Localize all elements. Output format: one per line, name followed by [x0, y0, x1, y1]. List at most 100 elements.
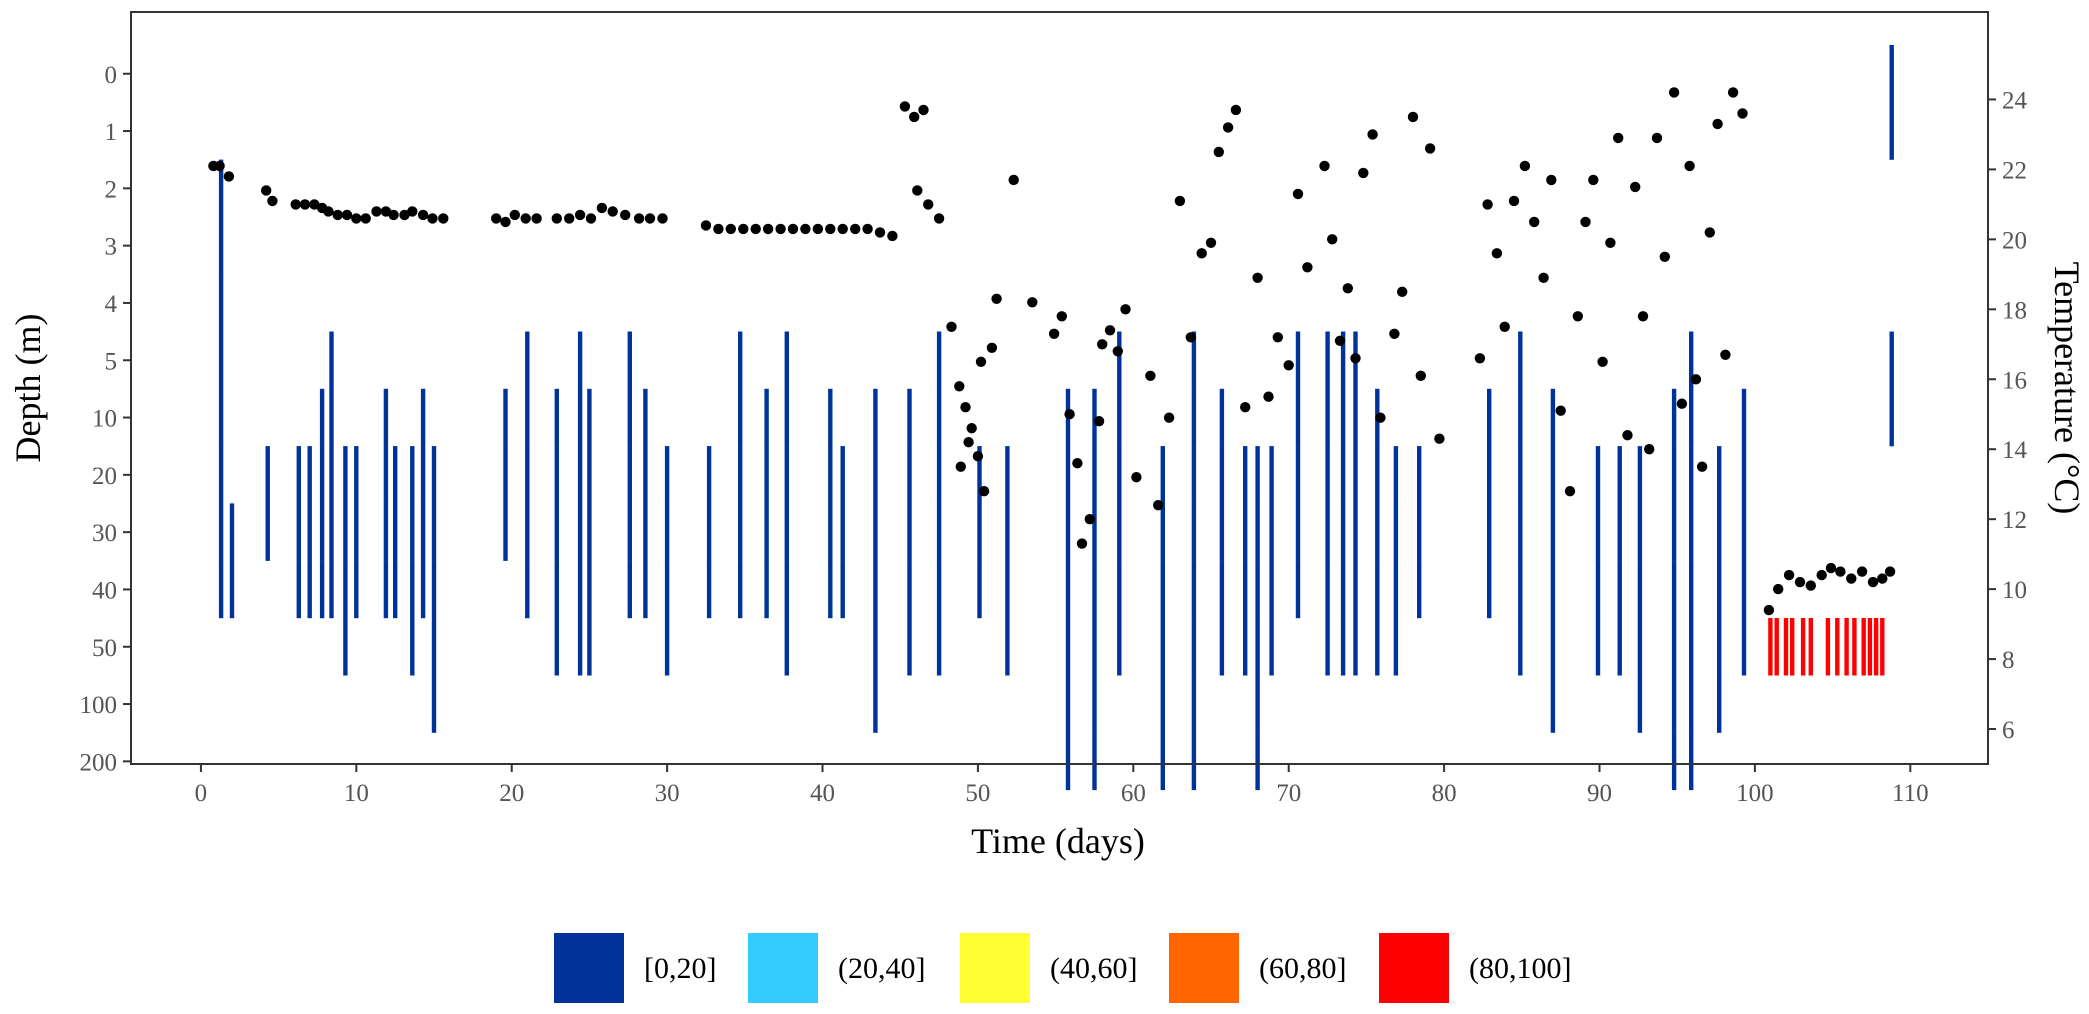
tile: [307, 560, 312, 619]
tile: [1295, 503, 1301, 561]
tile: [738, 388, 743, 447]
tile: [643, 560, 648, 619]
temperature-point: [1283, 360, 1294, 371]
tile: [1518, 503, 1523, 561]
y-axis-title: Depth (m): [8, 314, 48, 463]
tile: [410, 503, 415, 561]
temperature-point: [1877, 573, 1888, 584]
tile: [420, 446, 426, 504]
tile-red: [1867, 618, 1873, 676]
tile: [343, 446, 348, 504]
tile: [503, 446, 508, 504]
tile-red: [1808, 618, 1813, 676]
y-tick-label: 3: [105, 234, 118, 261]
temperature-point: [954, 381, 965, 392]
tile: [1065, 675, 1071, 733]
temperature-point: [972, 451, 984, 462]
tile: [218, 274, 224, 332]
tile: [1340, 388, 1346, 447]
temperature-point: [1084, 514, 1096, 525]
temperature-point: [1350, 353, 1361, 364]
tile: [1117, 503, 1122, 561]
temperature-point: [1546, 174, 1557, 186]
y2-tick-label: 18: [2002, 297, 2027, 324]
tile: [218, 216, 224, 275]
temperature-point: [787, 223, 799, 235]
y2-tick-label: 8: [2002, 647, 2015, 674]
temperature-point: [223, 171, 235, 182]
tile: [1325, 503, 1330, 561]
temperature-point: [1884, 566, 1896, 577]
tile: [383, 560, 389, 619]
temperature-point: [738, 223, 749, 235]
tile: [420, 503, 426, 561]
temperature-point: [1112, 346, 1124, 357]
temperature-point: [909, 111, 920, 123]
temperature-point: [1213, 146, 1225, 158]
tile: [706, 446, 712, 504]
legend-swatch: [554, 933, 624, 1003]
tile: [410, 446, 415, 504]
y-tick-label: 10: [92, 406, 117, 433]
y-tick-label: 4: [105, 291, 118, 318]
tile: [503, 503, 508, 561]
tile: [936, 446, 942, 504]
temperature-point: [1825, 562, 1837, 574]
tile: [1255, 732, 1260, 791]
temperature-point: [1727, 87, 1739, 98]
temperature-point: [214, 160, 225, 172]
temperature-point: [1407, 111, 1419, 123]
temperature-point: [800, 223, 811, 235]
tile: [307, 446, 312, 504]
tile: [1160, 732, 1165, 791]
tile: [1671, 560, 1677, 619]
tile: [1487, 560, 1492, 619]
temperature-point: [825, 223, 836, 235]
temperature-point: [837, 223, 848, 235]
tile: [587, 618, 592, 676]
tile: [1269, 446, 1274, 504]
tile: [784, 331, 789, 389]
tile: [1065, 618, 1071, 676]
tile: [1637, 560, 1643, 619]
tile: [1065, 503, 1071, 561]
tile: [1518, 560, 1523, 619]
temperature-point: [775, 223, 786, 235]
tile: [1689, 446, 1694, 504]
tile: [643, 446, 648, 504]
temperature-point: [1375, 412, 1386, 423]
temperature-point: [887, 230, 898, 242]
tile: [706, 560, 712, 619]
temperature-point: [1564, 486, 1576, 497]
tile: [1065, 732, 1071, 791]
tile: [664, 503, 670, 561]
temperature-point: [633, 213, 645, 224]
tile: [1295, 446, 1301, 504]
tile-red: [1873, 618, 1879, 676]
tile: [1269, 503, 1274, 561]
tile: [577, 388, 583, 447]
tile: [1487, 446, 1492, 504]
temperature-point: [1397, 286, 1408, 297]
tile: [354, 503, 359, 561]
tile: [1637, 675, 1643, 733]
tile: [218, 503, 224, 561]
tile: [784, 618, 789, 676]
temperature-point: [850, 223, 861, 235]
temperature-point: [1816, 569, 1827, 581]
tile: [420, 560, 426, 619]
x-tick-label: 50: [965, 780, 990, 807]
tile: [1417, 503, 1422, 561]
tile: [1353, 388, 1358, 447]
temperature-point: [1163, 412, 1175, 423]
tile: [319, 446, 325, 504]
tile: [1325, 560, 1330, 619]
tile: [554, 560, 559, 619]
tile: [1255, 503, 1260, 561]
y-tick-label: 0: [105, 62, 118, 89]
tile: [1689, 732, 1694, 791]
tile: [1617, 446, 1622, 504]
tile: [229, 503, 235, 561]
tile: [587, 503, 592, 561]
tile: [296, 503, 301, 561]
